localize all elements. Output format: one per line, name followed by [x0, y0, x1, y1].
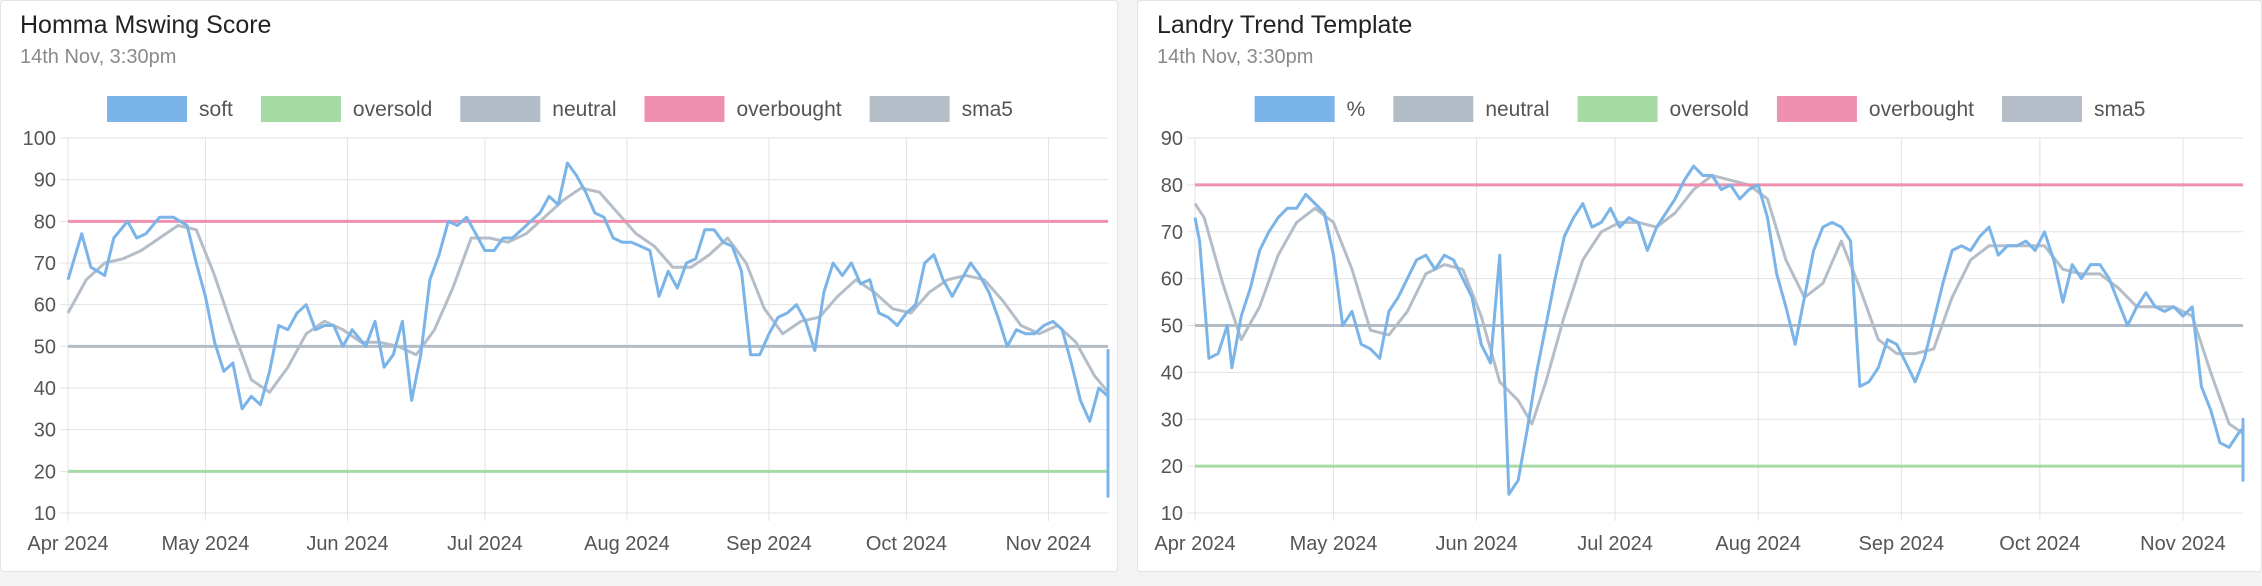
legend-label: % — [1347, 98, 1366, 121]
legend-swatch — [644, 96, 725, 122]
y-tick-label: 40 — [34, 378, 56, 400]
legend-swatch — [460, 96, 541, 122]
chart-title: Landry Trend Template — [1157, 11, 1413, 39]
y-tick-label: 50 — [1161, 316, 1183, 338]
chart-subtitle: 14th Nov, 3:30pm — [1157, 46, 1314, 68]
x-tick-label: Apr 2024 — [27, 533, 108, 555]
legend-item-neutral[interactable]: neutral — [1393, 96, 1550, 122]
y-tick-label: 70 — [1161, 222, 1183, 244]
legend-swatch — [1577, 96, 1658, 122]
homma-mswing-chart: 10 20 30 40 50 60 70 80 90 100 Apr 2024 May 2024 Jun… — [23, 96, 1110, 555]
legend: % neutral oversold overbought sma5 — [1254, 96, 2145, 122]
y-tick-label: 20 — [34, 461, 56, 483]
legend-label: sma5 — [962, 98, 1013, 121]
legend-label: overbought — [1869, 98, 1974, 121]
x-tick-label: Aug 2024 — [1715, 533, 1801, 555]
x-tick-label: Sep 2024 — [1859, 533, 1945, 555]
legend: soft oversold neutral overbought sma5 — [107, 96, 1013, 122]
legend-item-percent[interactable]: % — [1254, 96, 1366, 122]
chart-subtitle: 14th Nov, 3:30pm — [20, 46, 177, 68]
legend-swatch — [260, 96, 341, 122]
legend-item-overbought[interactable]: overbought — [644, 96, 842, 122]
x-tick-label: Aug 2024 — [584, 533, 670, 555]
x-tick-label: Jun 2024 — [306, 533, 388, 555]
chart-card-homma: Homma Mswing Score 14th Nov, 3:30pm 10 20… — [0, 0, 1118, 572]
legend-item-oversold[interactable]: oversold — [260, 96, 432, 122]
y-tick-label: 20 — [1161, 456, 1183, 478]
y-tick-label: 90 — [1161, 128, 1183, 150]
x-tick-label: Sep 2024 — [726, 533, 812, 555]
legend-item-oversold[interactable]: oversold — [1577, 96, 1749, 122]
y-tick-label: 90 — [34, 170, 56, 192]
legend-swatch — [107, 96, 188, 122]
legend-label: overbought — [737, 98, 842, 121]
x-tick-label: Oct 2024 — [1999, 533, 2080, 555]
legend-label: soft — [199, 98, 233, 121]
series-line-sma5 — [1193, 174, 2245, 473]
x-tick-label: May 2024 — [162, 533, 250, 555]
x-tick-label: Jul 2024 — [447, 533, 523, 555]
legend-label: neutral — [552, 98, 616, 121]
y-tick-label: 10 — [34, 503, 56, 525]
y-tick-label: 30 — [34, 420, 56, 442]
legend-swatch — [1393, 96, 1474, 122]
y-tick-label: 80 — [1161, 175, 1183, 197]
y-tick-label: 80 — [34, 211, 56, 233]
y-tick-label: 60 — [1161, 269, 1183, 291]
legend-swatch — [1254, 96, 1335, 122]
x-tick-label: Nov 2024 — [1006, 533, 1092, 555]
x-tick-label: May 2024 — [1290, 533, 1378, 555]
legend-label: sma5 — [2094, 98, 2145, 121]
legend-item-sma5[interactable]: sma5 — [2002, 96, 2145, 122]
x-tick-label: Jun 2024 — [1435, 533, 1517, 555]
y-tick-label: 50 — [34, 336, 56, 358]
x-tick-label: Jul 2024 — [1577, 533, 1653, 555]
legend-item-neutral[interactable]: neutral — [460, 96, 617, 122]
gridlines — [60, 137, 1108, 521]
y-tick-label: 30 — [1161, 409, 1183, 431]
legend-swatch — [869, 96, 950, 122]
gridlines — [1187, 137, 2243, 521]
legend-item-overbought[interactable]: overbought — [1776, 96, 1974, 122]
series-line-percent — [1193, 164, 2245, 496]
y-tick-label: 70 — [34, 253, 56, 275]
x-tick-label: Apr 2024 — [1154, 533, 1235, 555]
legend-label: oversold — [353, 98, 432, 121]
landry-trend-chart: 10 20 30 40 50 60 70 80 90 Apr 2024 May 2024 Jun 20… — [1154, 96, 2245, 555]
y-tick-label: 10 — [1161, 503, 1183, 525]
series-line-soft — [66, 161, 1110, 498]
y-tick-label: 60 — [34, 295, 56, 317]
legend-swatch — [2002, 96, 2083, 122]
x-tick-label: Oct 2024 — [866, 533, 947, 555]
y-tick-label: 40 — [1161, 362, 1183, 384]
legend-label: oversold — [1670, 98, 1749, 121]
y-tick-label: 100 — [23, 128, 56, 150]
legend-item-soft[interactable]: soft — [107, 96, 233, 122]
legend-item-sma5[interactable]: sma5 — [869, 96, 1013, 122]
x-tick-label: Nov 2024 — [2140, 533, 2226, 555]
chart-card-landry: Landry Trend Template 14th Nov, 3:30pm 1… — [1137, 0, 2262, 572]
chart-title: Homma Mswing Score — [20, 11, 272, 39]
legend-swatch — [1776, 96, 1857, 122]
series-line-sma5 — [66, 186, 1110, 459]
legend-label: neutral — [1485, 98, 1549, 121]
